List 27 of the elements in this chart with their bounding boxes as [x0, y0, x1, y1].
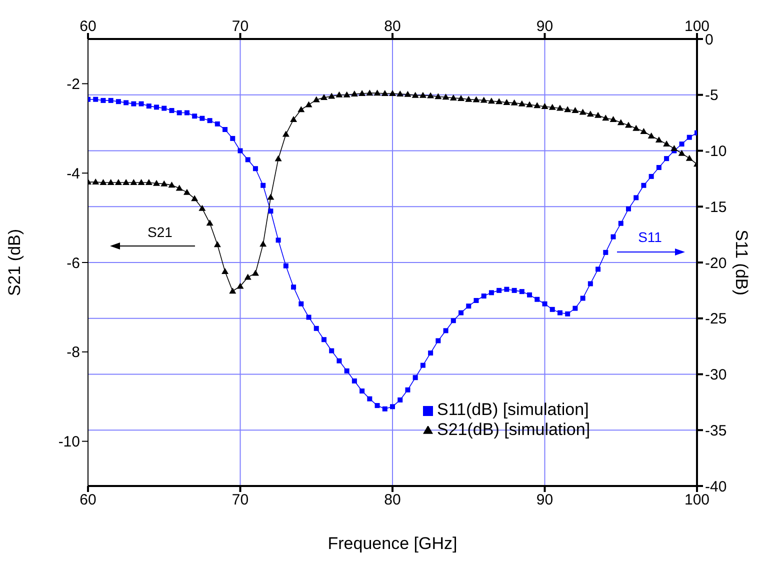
- y-tick-label: -2: [66, 76, 80, 94]
- annotation: S21: [148, 224, 173, 240]
- x2-tick-label: 90: [536, 492, 554, 509]
- y2-tick-label: -10: [705, 143, 727, 160]
- y-tick-label: -6: [66, 254, 80, 272]
- y2-tick-label: -15: [705, 198, 727, 216]
- y-tick-label: -8: [66, 344, 80, 362]
- y2-tick-label: -35: [705, 422, 727, 440]
- y-tick-label: -4: [66, 165, 80, 182]
- x2-tick-label: 70: [232, 492, 249, 509]
- y-tick-label: -10: [58, 434, 80, 451]
- legend-label: S11(dB) [simulation]: [437, 400, 589, 419]
- x-axis-title: Frequence [GHz]: [328, 534, 458, 553]
- x2-tick-label: 60: [80, 492, 96, 509]
- legend-label: S21(dB) [simulation]: [437, 420, 590, 439]
- x2-tick-label: 80: [384, 492, 401, 509]
- y2-tick-label: -5: [705, 87, 718, 104]
- x-tick-label: 80: [384, 18, 401, 35]
- annotation: S11: [638, 229, 662, 245]
- x-tick-label: 60: [80, 18, 96, 35]
- y2-tick-label: -20: [705, 254, 727, 272]
- y2-axis-title: S11 (dB): [732, 230, 751, 296]
- y2-tick-label: -25: [705, 310, 727, 328]
- y2-tick-label: -30: [705, 366, 727, 384]
- x-tick-label: 90: [536, 18, 554, 35]
- x-tick-label: 70: [232, 18, 249, 35]
- y-axis-title: S21 (dB): [5, 228, 24, 296]
